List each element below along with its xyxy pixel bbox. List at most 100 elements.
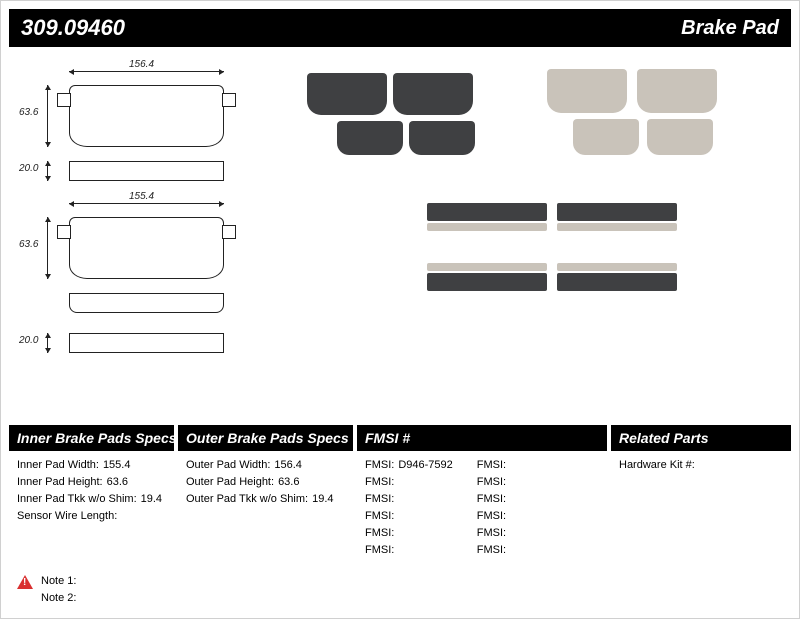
pad-side-outline [69, 333, 224, 353]
spec-label: FMSI: [477, 457, 506, 474]
spec-label: Outer Pad Tkk w/o Shim: [186, 491, 308, 508]
spec-label: FMSI: [477, 474, 506, 491]
spec-label: Inner Pad Height: [17, 474, 103, 491]
pad-side-photo [557, 273, 677, 291]
pad-side-photo [557, 263, 677, 271]
spec-line: Outer Pad Tkk w/o Shim:19.4 [186, 491, 345, 508]
part-number: 309.09460 [21, 15, 125, 41]
spec-label: Outer Pad Width: [186, 457, 270, 474]
spec-line: Outer Pad Width:156.4 [186, 457, 345, 474]
spec-line: Outer Pad Height:63.6 [186, 474, 345, 491]
pad-photo [409, 121, 475, 155]
dim-label-top-width: 156.4 [129, 59, 154, 70]
pad-side-outline [69, 161, 224, 181]
spec-line: Inner Pad Tkk w/o Shim:19.4 [17, 491, 166, 508]
pad-photo [393, 73, 473, 115]
pad-side-photo [427, 203, 547, 221]
spec-value: 156.4 [274, 457, 302, 474]
spec-line: Inner Pad Width:155.4 [17, 457, 166, 474]
spec-label: Hardware Kit #: [619, 457, 695, 474]
specs-inner: Inner Brake Pads Specs Inner Pad Width:1… [9, 425, 174, 565]
spec-line: FMSI: [365, 491, 453, 508]
pad-side-photo [557, 203, 677, 221]
spec-line: FMSI: [477, 525, 506, 542]
dim-arrow [69, 71, 224, 72]
spec-line: Sensor Wire Length: [17, 508, 166, 525]
spec-value: 19.4 [141, 491, 162, 508]
spec-label: FMSI: [365, 457, 394, 474]
spec-label: FMSI: [477, 491, 506, 508]
specs-header-inner: Inner Brake Pads Specs [9, 425, 174, 451]
product-photo-area [297, 63, 783, 417]
spec-label: Inner Pad Width: [17, 457, 99, 474]
pad-side-photo [557, 223, 677, 231]
spec-label: Outer Pad Height: [186, 474, 274, 491]
spec-line: FMSI: [477, 491, 506, 508]
spec-label: FMSI: [365, 474, 394, 491]
note-1: Note 1: [41, 573, 76, 590]
spec-value: 63.6 [107, 474, 128, 491]
specs-body-related: Hardware Kit #: [611, 451, 791, 480]
spec-value: 19.4 [312, 491, 333, 508]
spec-label: FMSI: [477, 542, 506, 559]
dim-arrow [47, 217, 48, 279]
pad-ear [57, 225, 71, 239]
pad-side-photo [427, 263, 547, 271]
spec-value: D946-7592 [398, 457, 452, 474]
warning-icon [17, 575, 33, 589]
spec-label: Inner Pad Tkk w/o Shim: [17, 491, 137, 508]
spec-line: Inner Pad Height:63.6 [17, 474, 166, 491]
specs-related: Related Parts Hardware Kit #: [611, 425, 791, 565]
notes-section: Note 1: Note 2: [17, 573, 76, 606]
spec-value: 155.4 [103, 457, 131, 474]
dim-label-top-side: 20.0 [19, 163, 38, 174]
spec-label: FMSI: [477, 508, 506, 525]
spec-line: FMSI: [365, 474, 453, 491]
spec-label: FMSI: [477, 525, 506, 542]
pad-outline [69, 85, 224, 147]
spec-label: FMSI: [365, 525, 394, 542]
header-bar: 309.09460 Brake Pad [9, 9, 791, 47]
pad-photo [547, 69, 627, 113]
pad-outline [69, 217, 224, 279]
spec-value: 63.6 [278, 474, 299, 491]
spec-line: FMSI: [477, 474, 506, 491]
pad-side-photo [427, 223, 547, 231]
dim-label-bot-width: 155.4 [129, 191, 154, 202]
specs-fmsi: FMSI # FMSI:D946-7592 FMSI: FMSI: FMSI: … [357, 425, 607, 565]
dim-arrow [47, 333, 48, 353]
note-2: Note 2: [41, 590, 76, 607]
dim-arrow [69, 203, 224, 204]
pad-ear [222, 93, 236, 107]
spec-label: FMSI: [365, 491, 394, 508]
pad-photo [307, 73, 387, 115]
dim-label-bot-side: 20.0 [19, 335, 38, 346]
specs-header-outer: Outer Brake Pads Specs [178, 425, 353, 451]
diagram-area: 156.4 63.6 20.0 155.4 63.6 20.0 [1, 55, 799, 425]
spec-line: FMSI: [365, 508, 453, 525]
product-category: Brake Pad [681, 17, 779, 40]
pad-ear [222, 225, 236, 239]
pad-photo [337, 121, 403, 155]
technical-drawing: 156.4 63.6 20.0 155.4 63.6 20.0 [17, 63, 277, 417]
specs-row: Inner Brake Pads Specs Inner Pad Width:1… [9, 425, 791, 565]
spec-line: FMSI: [477, 508, 506, 525]
spec-line: FMSI:D946-7592 [365, 457, 453, 474]
fmsi-col-2: FMSI: FMSI: FMSI: FMSI: FMSI: FMSI: [477, 457, 506, 559]
specs-outer: Outer Brake Pads Specs Outer Pad Width:1… [178, 425, 353, 565]
spec-label: FMSI: [365, 542, 394, 559]
specs-header-fmsi: FMSI # [357, 425, 607, 451]
pad-photo [637, 69, 717, 113]
spec-line: Hardware Kit #: [619, 457, 783, 474]
spec-line: FMSI: [365, 542, 453, 559]
specs-body-fmsi: FMSI:D946-7592 FMSI: FMSI: FMSI: FMSI: F… [357, 451, 607, 565]
dim-arrow [47, 161, 48, 181]
spec-label: Sensor Wire Length: [17, 508, 117, 525]
spec-line: FMSI: [365, 525, 453, 542]
dim-label-top-height: 63.6 [19, 107, 38, 118]
pad-clip-outline [69, 293, 224, 313]
note-lines: Note 1: Note 2: [41, 573, 76, 606]
fmsi-col-1: FMSI:D946-7592 FMSI: FMSI: FMSI: FMSI: F… [365, 457, 453, 559]
spec-label: FMSI: [365, 508, 394, 525]
dim-arrow [47, 85, 48, 147]
